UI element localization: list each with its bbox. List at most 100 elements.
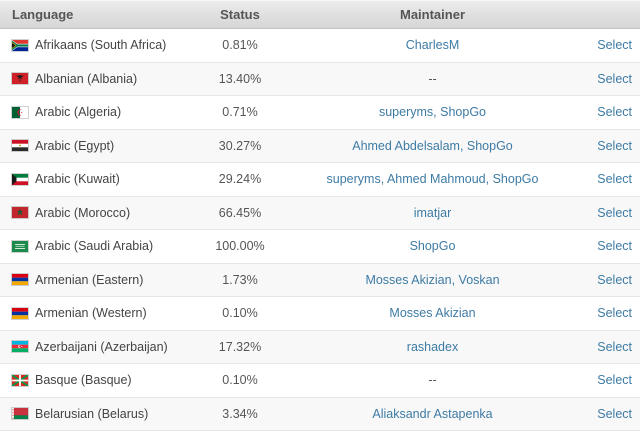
status-percent: 3.34% xyxy=(222,406,258,421)
table-body: Afrikaans (South Africa) 0.81% CharlesM … xyxy=(0,29,640,431)
maintainer-link[interactable]: imatjar xyxy=(413,205,452,220)
flag-azerbaijan-icon xyxy=(12,341,28,353)
maintainer-link[interactable]: ShopGo xyxy=(440,105,486,120)
select-cell: Select xyxy=(575,239,640,253)
select-cell: Select xyxy=(575,373,640,387)
status-percent: 30.27% xyxy=(218,138,262,153)
maintainer-cell: -- xyxy=(290,373,575,387)
select-cell: Select xyxy=(575,340,640,354)
table-row: Arabic (Egypt) 30.27% Ahmed Abdelsalam, … xyxy=(0,129,640,163)
maintainer-link[interactable]: rashadex xyxy=(406,339,459,354)
status-percent: 1.73% xyxy=(222,272,258,287)
select-link[interactable]: Select xyxy=(597,272,632,287)
select-cell: Select xyxy=(575,72,640,86)
maintainer-cell: ShopGo xyxy=(290,239,575,253)
language-label: Belarusian (Belarus) xyxy=(35,406,149,421)
flag-basque-icon xyxy=(12,374,28,386)
flag-algeria-icon xyxy=(12,106,28,118)
table-header: Language Status Maintainer xyxy=(0,0,640,29)
language-cell: Albanian (Albania) xyxy=(0,72,190,86)
select-link[interactable]: Select xyxy=(597,205,632,220)
table-row: Arabic (Kuwait) 29.24% superyms, Ahmed M… xyxy=(0,163,640,197)
maintainer-link[interactable]: superyms xyxy=(326,172,381,187)
maintainer-link[interactable]: Aliaksandr Astapenka xyxy=(372,406,493,421)
maintainer-cell: rashadex xyxy=(290,340,575,354)
select-cell: Select xyxy=(575,172,640,186)
table-row: Armenian (Western) 0.10% Mosses Akizian … xyxy=(0,297,640,331)
status-percent: 66.45% xyxy=(218,205,262,220)
language-label: Azerbaijani (Azerbaijan) xyxy=(35,339,168,354)
language-label: Arabic (Egypt) xyxy=(35,138,115,153)
status-percent: 0.81% xyxy=(222,38,258,53)
language-cell: Arabic (Algeria) xyxy=(0,105,190,119)
table-row: Belarusian (Belarus) 3.34% Aliaksandr As… xyxy=(0,397,640,431)
maintainer-link[interactable]: ShopGo xyxy=(492,172,539,187)
flag-belarus-icon xyxy=(12,408,28,420)
select-link[interactable]: Select xyxy=(597,172,632,187)
language-label: Arabic (Kuwait) xyxy=(35,172,120,187)
select-cell: Select xyxy=(575,206,640,220)
flag-south-africa-icon xyxy=(12,39,28,51)
table-row: Arabic (Saudi Arabia) 100.00% ShopGo Sel… xyxy=(0,230,640,264)
maintainer-separator: , xyxy=(485,172,493,187)
language-cell: Arabic (Saudi Arabia) xyxy=(0,239,190,253)
select-link[interactable]: Select xyxy=(597,339,632,354)
select-link[interactable]: Select xyxy=(597,239,632,254)
language-cell: Arabic (Egypt) xyxy=(0,139,190,153)
language-label: Armenian (Eastern) xyxy=(35,272,144,287)
maintainer-link[interactable]: Voskan xyxy=(458,272,500,287)
language-cell: Arabic (Kuwait) xyxy=(0,172,190,186)
language-cell: Afrikaans (South Africa) xyxy=(0,38,190,52)
language-label: Arabic (Morocco) xyxy=(35,205,131,220)
select-link[interactable]: Select xyxy=(597,406,632,421)
flag-albania-icon xyxy=(12,73,28,85)
maintainer-link[interactable]: ShopGo xyxy=(409,239,456,254)
select-cell: Select xyxy=(575,407,640,421)
maintainer-cell: -- xyxy=(290,72,575,86)
select-link[interactable]: Select xyxy=(597,71,632,86)
language-cell: Armenian (Western) xyxy=(0,306,190,320)
language-label: Arabic (Algeria) xyxy=(35,105,122,120)
maintainer-link[interactable]: ShopGo xyxy=(466,138,513,153)
maintainer-link[interactable]: Ahmed Abdelsalam xyxy=(352,138,460,153)
language-label: Armenian (Western) xyxy=(35,306,147,321)
table-row: Azerbaijani (Azerbaijan) 17.32% rashadex… xyxy=(0,330,640,364)
table-row: Arabic (Algeria) 0.71% superyms, ShopGo … xyxy=(0,96,640,130)
status-percent: 0.71% xyxy=(222,105,258,120)
maintainer-cell: Mosses Akizian xyxy=(290,306,575,320)
select-link[interactable]: Select xyxy=(597,373,632,388)
language-cell: Basque (Basque) xyxy=(0,373,190,387)
maintainer-link[interactable]: superyms xyxy=(378,105,434,120)
select-link[interactable]: Select xyxy=(597,105,632,120)
maintainer-cell: superyms, ShopGo xyxy=(290,105,575,119)
status-percent: 17.32% xyxy=(218,339,262,354)
language-label: Albanian (Albania) xyxy=(35,71,138,86)
language-cell: Azerbaijani (Azerbaijan) xyxy=(0,340,190,354)
select-cell: Select xyxy=(575,105,640,119)
select-cell: Select xyxy=(575,306,640,320)
select-link[interactable]: Select xyxy=(597,38,632,53)
language-cell: Armenian (Eastern) xyxy=(0,273,190,287)
maintainer-cell: CharlesM xyxy=(290,38,575,52)
language-cell: Arabic (Morocco) xyxy=(0,206,190,220)
flag-egypt-icon xyxy=(12,140,28,152)
maintainer-cell: Aliaksandr Astapenka xyxy=(290,407,575,421)
select-cell: Select xyxy=(575,139,640,153)
language-label: Basque (Basque) xyxy=(35,373,132,388)
maintainer-link[interactable]: Ahmed Mahmoud xyxy=(386,172,486,187)
header-language: Language xyxy=(12,7,74,22)
maintainer-separator: , xyxy=(451,272,459,287)
maintainer-link[interactable]: Mosses Akizian xyxy=(365,272,452,287)
select-link[interactable]: Select xyxy=(597,306,632,321)
maintainer-cell: Mosses Akizian, Voskan xyxy=(290,273,575,287)
no-maintainer-label: -- xyxy=(428,373,437,388)
select-link[interactable]: Select xyxy=(597,138,632,153)
maintainer-separator: , xyxy=(433,105,441,120)
flag-morocco-icon xyxy=(12,207,28,219)
header-status: Status xyxy=(220,7,260,22)
maintainer-link[interactable]: Mosses Akizian xyxy=(389,306,476,321)
maintainer-cell: superyms, Ahmed Mahmoud, ShopGo xyxy=(290,172,575,186)
flag-saudi-arabia-icon xyxy=(12,240,28,252)
maintainer-link[interactable]: CharlesM xyxy=(405,38,460,53)
table-row: Basque (Basque) 0.10% -- Select xyxy=(0,364,640,398)
